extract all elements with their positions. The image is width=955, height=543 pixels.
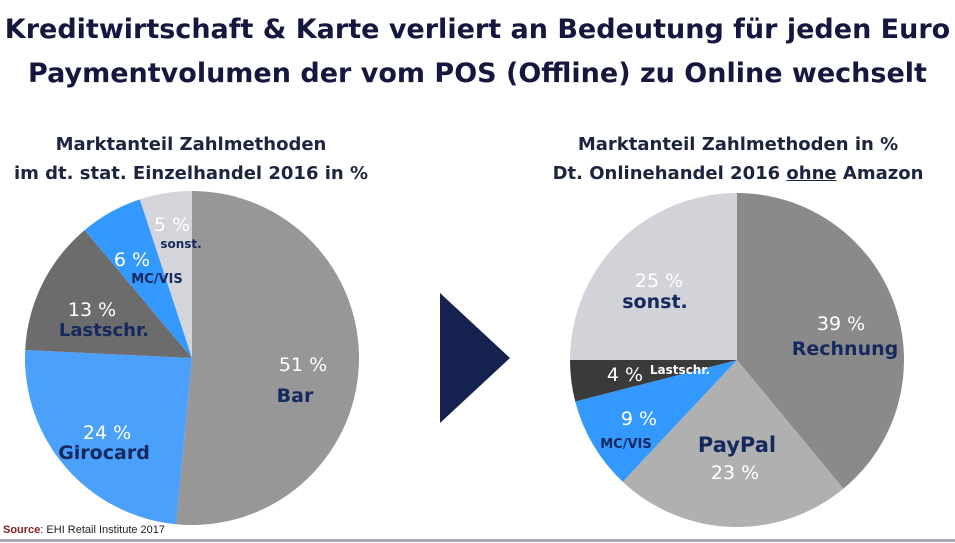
online-slice-sonst: [570, 193, 737, 360]
slice-lastschr-label: Lastschr.: [59, 320, 149, 341]
bottom-divider: [0, 539, 955, 542]
online-slice-lastschr: [570, 360, 737, 402]
slice-mcvis-label: MC/VIS: [131, 272, 183, 287]
slice-sonst-label: sonst.: [160, 237, 201, 251]
arrow-shape: [440, 293, 510, 423]
slice-girocard-value: 24 %: [83, 422, 131, 444]
slide-title: Kreditwirtschaft & Karte verliert an Bed…: [0, 8, 955, 96]
left-chart-title-line-1: Marktanteil Zahlmethoden: [55, 134, 327, 155]
offline-slice-mc-vis: [84, 199, 192, 358]
slice-girocard-label: Girocard: [58, 442, 150, 464]
offline-slice-bar: [176, 191, 359, 525]
slice-mcvis-value: 6 %: [114, 249, 150, 271]
slice-bar-label: Bar: [277, 385, 314, 407]
slice-sonst-label: sonst.: [622, 291, 688, 313]
slice-mcvis-label: MC/VIS: [600, 437, 652, 452]
offline-slice-lastschr: [25, 230, 193, 358]
offline-slice-sonst: [139, 191, 192, 358]
online-slice-mc-vis: [575, 360, 737, 482]
slice-paypal-label: PayPal: [698, 433, 776, 457]
pie-left-labels: 51 % Bar 24 % Girocard 13 % Lastschr. 6 …: [58, 214, 327, 464]
pie-right-slices: [570, 193, 905, 528]
slice-lastschr-value: 4 %: [607, 364, 643, 386]
slice-sonst-value: 25 %: [635, 270, 683, 292]
source-note: Source: EHI Retail Institute 2017: [3, 524, 165, 536]
pie-left-slices: [24, 191, 359, 525]
slice-lastschr-value: 13 %: [68, 299, 116, 321]
slice-sonst-value: 5 %: [154, 214, 190, 236]
source-text: : EHI Retail Institute 2017: [40, 524, 166, 536]
online-slice-paypal: [622, 360, 844, 528]
left-chart-title-line-2: im dt. stat. Einzelhandel 2016 in %: [13, 163, 369, 184]
slice-lastschr-label: Lastschr.: [650, 363, 710, 377]
left-chart-title: Marktanteil Zahlmethoden im dt. stat. Ei…: [0, 130, 382, 188]
pie-right-labels: 39 % Rechnung PayPal 23 % 9 % MC/VIS 4 %…: [600, 270, 898, 484]
slide-title-line-2: Paymentvolumen der vom POS (Offline) zu …: [28, 58, 927, 89]
right-chart-title-line-2: Dt. Onlinehandel 2016 ohne Amazon: [548, 159, 928, 188]
slice-mcvis-value: 9 %: [621, 408, 657, 430]
offline-slice-girocard: [24, 350, 192, 525]
transition-arrow-icon: [440, 293, 510, 423]
right-chart-title-pre: Dt. Onlinehandel 2016: [552, 163, 787, 184]
online-slice-rechnung: [737, 193, 905, 489]
right-chart-title-ohne: ohne: [786, 163, 837, 184]
right-chart-title-line-1: Marktanteil Zahlmethoden in %: [577, 134, 899, 155]
slice-bar-value: 51 %: [279, 354, 327, 376]
right-chart-title-post: Amazon: [836, 163, 924, 184]
right-chart-title: Marktanteil Zahlmethoden in % Dt. Online…: [548, 130, 928, 188]
slice-rechnung-label: Rechnung: [792, 338, 899, 360]
slice-rechnung-value: 39 %: [817, 313, 865, 335]
slice-paypal-value: 23 %: [711, 462, 759, 484]
slide-title-line-1: Kreditwirtschaft & Karte verliert an Bed…: [4, 14, 951, 45]
source-label: Source: [3, 524, 41, 536]
